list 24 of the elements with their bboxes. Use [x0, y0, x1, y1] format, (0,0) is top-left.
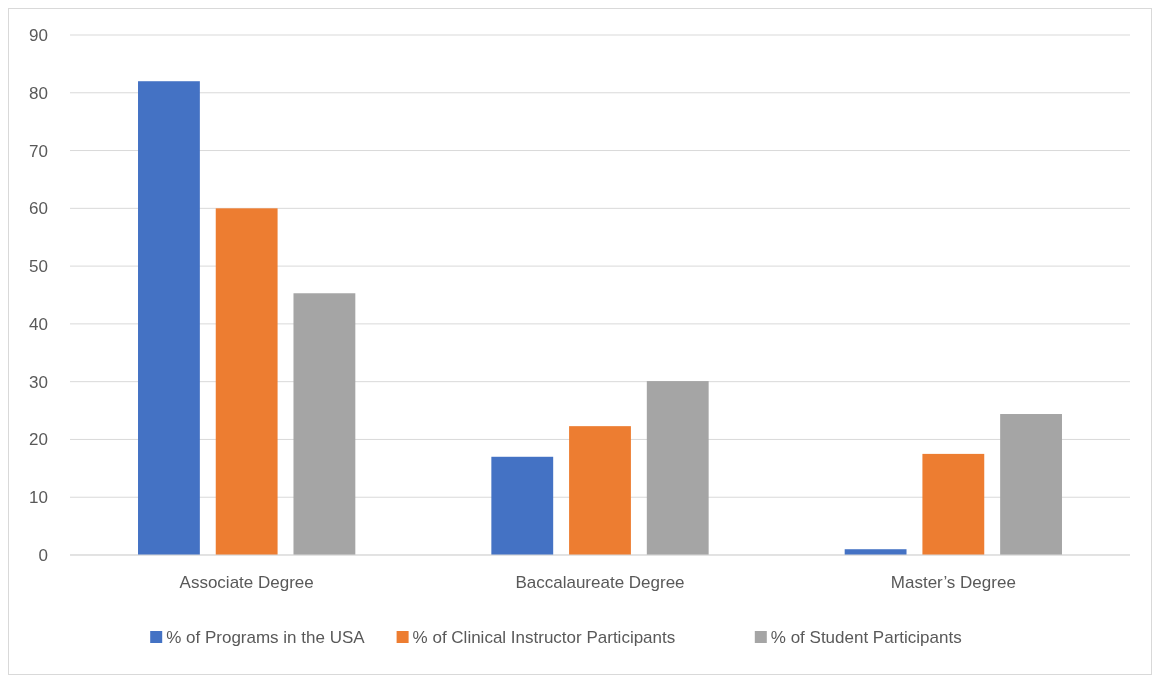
x-tick-label: Baccalaureate Degree	[515, 573, 685, 592]
bar	[138, 81, 200, 555]
y-tick-label: 40	[29, 314, 48, 334]
legend-label: % of Clinical Instructor Participants	[412, 627, 676, 647]
bar	[646, 381, 709, 555]
x-tick-label: Master’s Degree	[890, 573, 1016, 592]
y-tick-label: 30	[29, 372, 48, 392]
y-tick-label: 80	[29, 83, 48, 103]
y-tick-label: 90	[29, 25, 48, 45]
bar	[1000, 414, 1062, 555]
bar	[215, 208, 278, 555]
y-tick-label: 10	[29, 488, 48, 508]
legend-label: % of Student Participants	[770, 627, 962, 647]
bar	[293, 293, 356, 555]
y-tick-label: 20	[29, 430, 48, 450]
y-tick-label: 70	[29, 141, 48, 161]
bar	[491, 456, 554, 555]
y-tick-label: 0	[38, 545, 48, 565]
legend-label: % of Programs in the USA	[166, 627, 366, 647]
y-tick-label: 60	[29, 199, 48, 219]
bar	[569, 426, 631, 555]
bar	[922, 453, 985, 555]
x-tick-label: Associate Degree	[179, 573, 314, 592]
y-tick-label: 50	[29, 257, 48, 277]
